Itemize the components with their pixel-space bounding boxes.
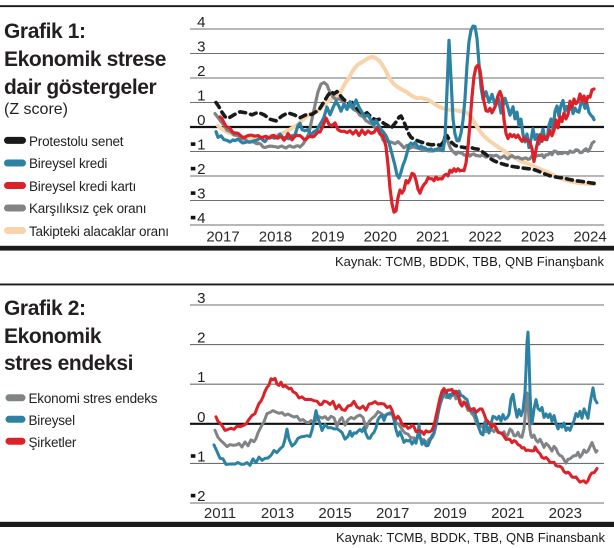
svg-text:2013: 2013 (261, 505, 294, 522)
svg-text:2018: 2018 (259, 229, 292, 246)
svg-text:0: 0 (197, 409, 205, 426)
svg-text:1: 1 (197, 88, 205, 105)
svg-text:2: 2 (197, 330, 205, 347)
svg-text:1: 1 (197, 448, 205, 465)
svg-text:4: 4 (197, 210, 205, 227)
svg-text:2023: 2023 (549, 505, 582, 522)
svg-text:4: 4 (197, 14, 205, 31)
svg-text:0: 0 (197, 112, 205, 129)
svg-text:2024: 2024 (573, 229, 606, 246)
svg-text:1: 1 (197, 369, 205, 386)
svg-text:2011: 2011 (204, 505, 236, 522)
svg-text:2021: 2021 (491, 505, 524, 522)
svg-text:2017: 2017 (206, 229, 239, 246)
svg-text:2: 2 (197, 63, 205, 80)
svg-text:2017: 2017 (376, 505, 409, 522)
svg-text:3: 3 (197, 186, 205, 203)
svg-text:2: 2 (197, 488, 205, 505)
svg-text:2019: 2019 (311, 229, 344, 246)
svg-text:2: 2 (197, 161, 205, 178)
svg-text:2021: 2021 (416, 229, 449, 246)
svg-text:Kaynak: TCMB, BDDK, TBB, QNB F: Kaynak: TCMB, BDDK, TBB, QNB Finansbank (336, 530, 606, 545)
svg-text:2015: 2015 (318, 505, 351, 522)
svg-text:3: 3 (197, 39, 205, 56)
svg-text:3: 3 (197, 290, 205, 307)
svg-text:2020: 2020 (364, 229, 397, 246)
svg-text:2022: 2022 (468, 229, 501, 246)
svg-text:2023: 2023 (521, 229, 554, 246)
svg-text:Kaynak: TCMB, BDDK, TBB, QNB F: Kaynak: TCMB, BDDK, TBB, QNB Finanşbank (335, 254, 605, 269)
svg-text:1: 1 (197, 137, 205, 154)
svg-text:2019: 2019 (434, 505, 467, 522)
